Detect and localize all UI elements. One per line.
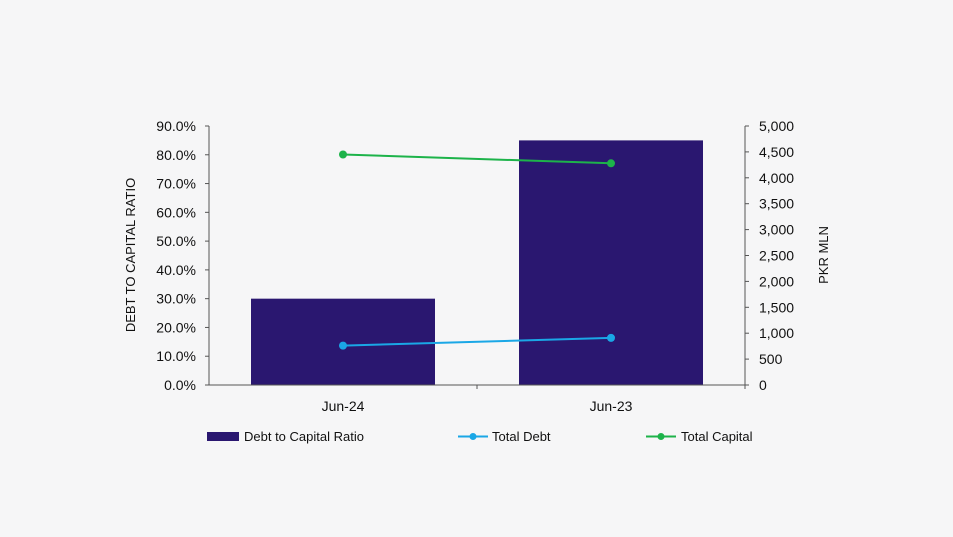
y-tick-label-right: 3,000 xyxy=(759,222,794,238)
total-debt-point-jun-23 xyxy=(607,333,615,342)
y-tick-label-left: 30.0% xyxy=(156,291,196,307)
y-tick-label-left: 0.0% xyxy=(164,377,196,393)
y-tick-label-left: 10.0% xyxy=(156,348,196,364)
y-axis-title-left: DEBT TO CAPITAL RATIO xyxy=(123,178,138,332)
y-tick-label-left: 90.0% xyxy=(156,118,196,134)
legend-swatch-capital-marker xyxy=(657,433,665,440)
total-capital-point-jun-24 xyxy=(339,150,347,159)
y-tick-label-right: 3,500 xyxy=(759,196,794,212)
total-capital-line xyxy=(342,153,612,165)
bar-jun-23 xyxy=(519,140,703,385)
plot-area xyxy=(251,140,703,385)
legend-item-debt-to-capital-ratio[interactable]: Debt to Capital Ratio xyxy=(207,429,364,444)
y-axis-title-right: PKR MLN xyxy=(816,226,831,284)
legend-swatch-debt-marker xyxy=(469,433,477,440)
y-tick-label-left: 50.0% xyxy=(156,233,196,249)
y-tick-label-left: 40.0% xyxy=(156,262,196,278)
y-tick-label-left: 80.0% xyxy=(156,147,196,163)
x-tick-label: Jun-24 xyxy=(322,398,365,414)
legend-label-debt-to-capital-ratio: Debt to Capital Ratio xyxy=(244,429,364,444)
y-tick-label-right: 2,500 xyxy=(759,248,794,264)
y-tick-label-right: 1,500 xyxy=(759,299,794,315)
total-capital-point-jun-23 xyxy=(607,159,615,168)
y-tick-label-right: 4,000 xyxy=(759,170,794,186)
y-tick-label-left: 20.0% xyxy=(156,319,196,335)
y-tick-label-left: 70.0% xyxy=(156,176,196,192)
legend: Debt to Capital Ratio Total Debt Total C… xyxy=(207,429,753,444)
y-tick-label-right: 0 xyxy=(759,377,767,393)
y-tick-label-right: 4,500 xyxy=(759,144,794,160)
y-tick-label-right: 5,000 xyxy=(759,118,794,134)
legend-swatch-bar xyxy=(207,432,239,441)
legend-item-total-capital[interactable]: Total Capital xyxy=(646,429,753,444)
y-tick-label-left: 60.0% xyxy=(156,204,196,220)
y-tick-label-right: 1,000 xyxy=(759,325,794,341)
legend-label-total-debt: Total Debt xyxy=(492,429,551,444)
y-tick-label-right: 500 xyxy=(759,351,783,367)
x-tick-label: Jun-23 xyxy=(590,398,633,414)
total-debt-line xyxy=(342,336,612,347)
y-tick-label-right: 2,000 xyxy=(759,273,794,289)
axes: 0.0% 10.0% 20.0% 30.0% 40.0% 50.0% 60.0% 70.0% 8… xyxy=(156,118,794,414)
legend-item-total-debt[interactable]: Total Debt xyxy=(458,429,551,444)
legend-label-total-capital: Total Capital xyxy=(681,429,753,444)
total-debt-point-jun-24 xyxy=(339,341,347,350)
